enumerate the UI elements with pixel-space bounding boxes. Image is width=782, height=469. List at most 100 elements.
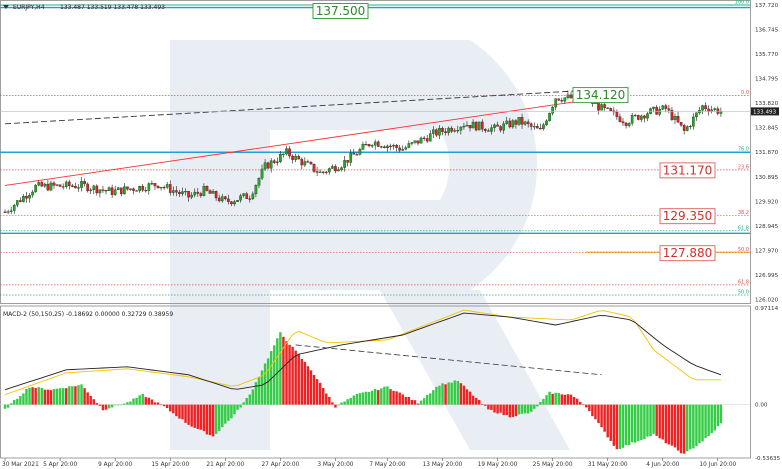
candle-body [9,210,13,212]
candle-body [358,149,362,155]
macd-histogram-bar [156,402,160,405]
candle-body [529,123,533,127]
macd-histogram-bar [309,370,313,405]
candle-body [129,188,132,190]
macd-histogram-bar [444,384,447,405]
macd-histogram-bar [101,404,105,411]
candle-body [77,187,80,189]
macd-histogram-bar [303,361,307,405]
candle-body [199,193,203,196]
candle-body [508,120,512,128]
candle-body [291,155,294,160]
macd-histogram-bar [658,404,661,439]
candle-body [688,125,692,128]
candle-body [557,98,561,101]
candle-body [676,116,680,123]
candle-body [450,127,453,132]
candle-body [355,154,359,156]
candle-body [655,106,658,115]
price-axis-tick: 134.795 [755,77,779,83]
macd-histogram-bar [349,397,352,405]
candle-body [520,117,524,125]
candle-body [404,147,408,150]
price-level-box [312,3,369,19]
candle-body [12,204,16,211]
candle-body [138,185,141,192]
macd-histogram-bar [630,404,634,443]
macd-histogram-bar [450,382,453,405]
macd-histogram-bar [508,404,512,418]
candle-body [386,145,389,149]
candle-body [554,98,558,108]
candle-body [119,187,123,195]
macd-histogram-bar [159,404,163,406]
candle-body [471,121,475,129]
candle-body [58,184,62,187]
candle-body [104,190,108,192]
macd-histogram-bar [257,376,261,405]
macd-main-line [4,312,722,391]
candle-body [643,115,646,119]
candle-body [707,108,710,112]
macd-histogram-bar [456,381,460,405]
candle-body [297,155,301,160]
macd-histogram-bar [236,404,239,410]
price-axis-tick: 136.745 [755,28,779,34]
macd-histogram-bar [242,402,245,405]
macd-histogram-bar [487,404,490,410]
macd-histogram-bar [312,374,316,405]
candle-body [55,184,59,186]
candle-body [126,186,129,190]
candle-body [661,105,665,110]
candle-body [285,148,288,155]
fib-label: 76.0 [738,147,749,153]
candle-body [545,120,548,125]
candle-body [282,153,285,155]
candle-body [40,182,44,187]
macd-histogram-bar [410,399,414,405]
price-axis-tick: 132.845 [755,126,779,132]
macd-histogram-bar [352,395,356,405]
candle-body [490,127,493,132]
candle-body [331,166,334,169]
macd-histogram-bar [331,402,334,405]
macd-histogram-bar [557,393,560,405]
price-axis-tick: 129.920 [755,199,779,205]
candle-body [410,142,414,144]
macd-histogram-bar [459,383,463,405]
macd-histogram-bar [123,403,126,405]
candle-body [208,190,212,194]
macd-histogram-bar [355,393,359,405]
macd-histogram-bar [441,383,444,405]
macd-histogram-bar [273,345,276,405]
candle-body [413,140,417,143]
price-axis-tick: 131.870 [755,150,779,156]
candle-body [193,191,197,196]
candle-body [383,146,386,149]
macd-histogram-bar [429,393,432,405]
candle-body [416,140,420,144]
macd-histogram-bar [419,400,423,405]
candle-body [123,186,126,195]
candle-body [312,163,316,172]
macd-histogram-bar [98,404,102,406]
fib-label: 50.0 [738,289,749,295]
candle-body [401,149,405,151]
macd-histogram-bar [181,404,184,420]
dropdown-triangle-icon[interactable] [3,5,9,9]
macd-histogram-bar [71,386,74,405]
candle-body [343,160,346,168]
macd-histogram-bar [682,404,686,454]
time-axis-tick: 19 May 20:00 [478,462,518,468]
macd-axis-tick: 0.00 [755,403,768,409]
candle-body [254,185,258,195]
price-axis-tick: 126.995 [755,273,779,279]
macd-histogram-bar [563,394,567,405]
candle-body [6,211,10,213]
macd-histogram-bar [208,404,212,436]
candle-body [361,144,365,150]
candle-body [477,121,481,131]
macd-histogram-bar [248,394,252,405]
candle-body [150,183,154,185]
candle-body [340,167,343,170]
